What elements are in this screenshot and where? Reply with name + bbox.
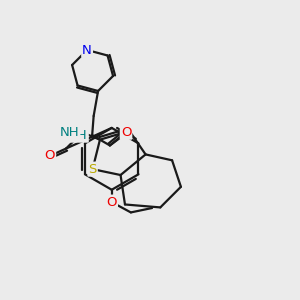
Text: O: O [121, 126, 131, 139]
Text: NH: NH [60, 126, 79, 139]
Text: NH: NH [68, 129, 88, 142]
Text: O: O [45, 149, 55, 162]
Text: N: N [82, 44, 92, 56]
Text: S: S [88, 163, 97, 176]
Text: O: O [106, 196, 117, 208]
